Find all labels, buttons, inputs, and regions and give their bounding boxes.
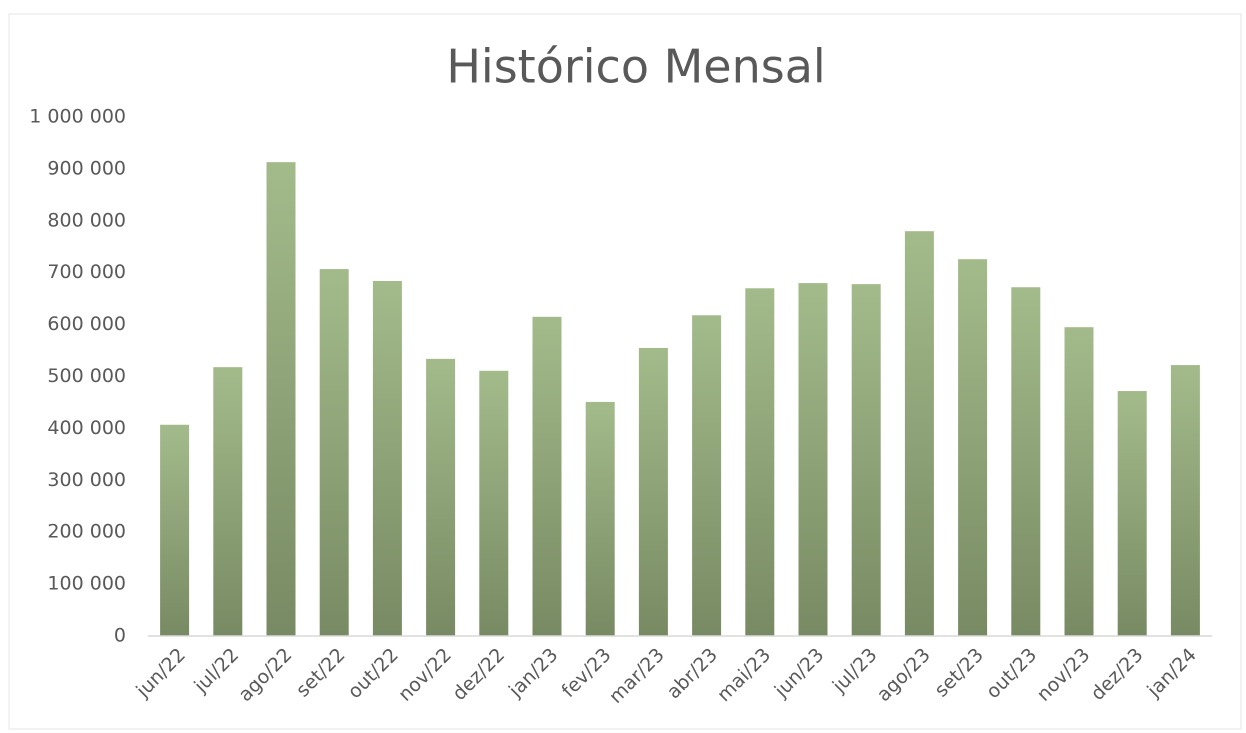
bar <box>1117 391 1147 636</box>
x-tick-label: dez/23 <box>1087 644 1148 705</box>
x-tick-label: mar/23 <box>605 644 669 708</box>
bar <box>1170 365 1200 636</box>
bar <box>319 269 349 636</box>
bar <box>213 367 243 636</box>
bar <box>532 316 562 636</box>
bar <box>1011 287 1041 636</box>
x-tick-label: abr/23 <box>663 644 722 703</box>
bar <box>1064 327 1094 636</box>
x-tick-label: jun/22 <box>131 644 190 703</box>
bar <box>798 283 828 636</box>
x-tick-label: ago/23 <box>873 644 935 706</box>
x-tick-label: mai/23 <box>713 644 775 706</box>
bar <box>160 424 190 636</box>
y-tick-label: 1 000 000 <box>29 106 126 128</box>
bar <box>692 315 722 636</box>
x-tick-label: set/23 <box>930 644 988 702</box>
bar <box>958 259 988 636</box>
y-tick-label: 100 000 <box>47 573 126 595</box>
bar <box>372 281 402 636</box>
x-tick-label: nov/22 <box>394 644 456 706</box>
x-tick-label: jan/24 <box>1142 644 1200 702</box>
x-tick-label: jan/23 <box>504 644 562 702</box>
chart-title: Histórico Mensal <box>446 40 825 94</box>
y-tick-label: 300 000 <box>47 469 126 491</box>
bar <box>638 347 668 636</box>
x-tick-label: ago/22 <box>234 644 296 706</box>
bar <box>266 162 296 636</box>
y-tick-label: 500 000 <box>47 365 126 387</box>
bar <box>745 288 775 636</box>
x-tick-label: dez/22 <box>448 644 509 705</box>
x-tick-label: out/23 <box>982 644 1041 703</box>
bar <box>851 284 881 636</box>
y-tick-label: 0 <box>114 625 126 647</box>
bar <box>585 401 615 636</box>
bar <box>479 370 509 636</box>
y-tick-label: 400 000 <box>47 417 126 439</box>
y-tick-label: 700 000 <box>47 261 126 283</box>
x-tick-label: out/22 <box>344 644 403 703</box>
y-tick-label: 600 000 <box>47 313 126 335</box>
x-tick-label: jun/23 <box>770 644 829 703</box>
y-tick-label: 900 000 <box>47 157 126 179</box>
x-tick-label: nov/23 <box>1033 644 1095 706</box>
y-tick-label: 200 000 <box>47 521 126 543</box>
chart-border <box>8 13 1242 730</box>
x-tick-label: set/22 <box>292 644 350 702</box>
bar <box>904 231 934 636</box>
y-tick-label: 800 000 <box>47 209 126 231</box>
bar <box>426 358 456 636</box>
